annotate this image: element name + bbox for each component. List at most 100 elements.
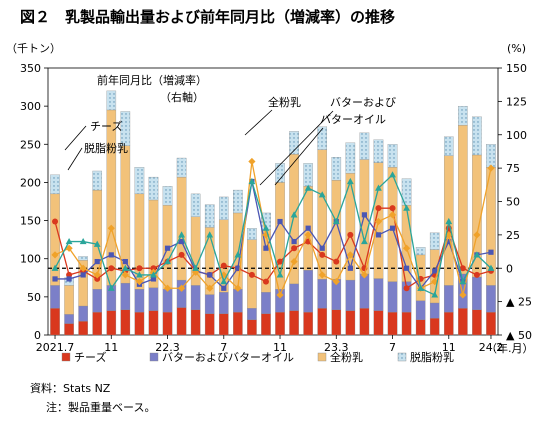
yoy-point-2-2023.3 [332,278,340,286]
whole-milk-annotation: 全粉乳 [268,95,301,109]
x-tick-label-24: 7 [389,341,396,354]
bar-series0-2022.2 [148,310,159,336]
bar-series3-2023.7 [387,144,398,168]
yoy-point-1-2022.2 [150,276,157,282]
bar-series3-2022.6 [204,204,215,228]
yoy-point-1-2023.2 [319,245,325,251]
bar-series3-2022.9 [247,228,257,240]
yoy-point-3-2022.2 [150,271,157,278]
bar-series3-2023.1 [303,163,313,187]
skim-milk-annotation: 脱脂粉乳 [84,141,128,155]
yoy-point-0-2023.7 [389,205,396,212]
bar-series0-2021.9 [78,321,88,336]
x-tick-label-16: 11 [273,341,287,354]
legend: チーズ バターおよびバターオイル 全粉乳 脱脂粉乳 [61,350,454,364]
yoy-point-0-2022.2 [150,265,157,272]
bar-series0-2023.5 [359,308,370,336]
yoy-point-3-2022.8 [234,251,242,258]
yoy-point-2-2021.12 [121,271,129,279]
x-tick-label-20: 23.3 [324,341,349,354]
x-tick-label-31: 24.2 [479,341,504,354]
yoy-point-0-2022.11 [277,258,284,265]
bar-series0-2021.12 [120,309,131,336]
yoy-point-1-2023.5 [361,212,368,218]
bar-series1-2024.1 [472,276,482,310]
yoy-point-3-2023.8 [403,204,410,211]
bar-series1-2022.10 [261,292,271,314]
yoy-point-1-2021.8 [66,276,72,282]
yoy-point-3-2023.12 [459,278,467,285]
yoy-point-2-2022.6 [206,284,214,292]
bar-series0-2021.7 [50,308,60,336]
yoy-point-2-2023.4 [346,251,354,259]
bar-series0-2023.1 [303,311,313,336]
yoy-point-2-2023.1 [304,231,312,239]
yoy-point-3-2021.12 [121,264,129,271]
bar-series1-2024.2 [486,285,496,313]
bar-series0-2022.11 [275,311,285,336]
bar-series1-2022.3 [162,289,173,313]
yoy-point-3-2022.10 [262,224,270,231]
bar-series3-2022.11 [275,163,285,183]
yoy-point-0-2022.1 [136,265,143,272]
chart-title: 図２ 乳製品輸出量および前年同月比（増減率）の推移 [20,8,395,26]
butter-annotation-line1: バターおよび [330,96,396,109]
bar-series0-2022.12 [289,310,299,336]
source-note: 資料：Stats NZ [30,381,111,395]
bar-series0-2021.10 [92,311,103,336]
bar-series1-2022.7 [218,292,229,314]
yoy-point-2-2022.8 [234,284,242,292]
bar-series1-2023.9 [415,300,426,320]
bar-series0-2023.10 [429,318,440,336]
bar-series3-2023.6 [373,139,384,163]
bar-series1-2023.4 [345,279,356,311]
yoy-point-1-2021.9 [80,272,86,278]
right-tick-label-1: 125 [506,95,527,108]
bar-series1-2023.7 [387,281,398,313]
bar-series1-2022.12 [289,283,299,311]
bar-series0-2024.2 [486,311,496,336]
yoy-point-3-2021.7 [51,264,59,271]
left-tick-label-300: 300 [20,100,41,113]
bar-series3-2022.4 [176,157,187,178]
yoy-point-1-2022.10 [263,245,269,251]
butter-pointer1 [259,110,334,186]
yoy-point-2-2022.7 [220,271,228,279]
yoy-point-3-2023.9 [417,284,425,291]
left-tick-label-250: 250 [20,138,41,151]
bar-series2-2021.8 [64,285,74,315]
x-tick-label-28: 11 [442,341,456,354]
bar-series0-2023.8 [401,311,412,336]
yoy-point-2-2021.7 [51,251,59,259]
yoy-point-3-2022.5 [192,264,200,271]
x-tick-label-12: 7 [220,341,227,354]
bar-series2-2021.11 [106,109,117,286]
right-tick-label-4: 50 [506,196,520,209]
yoy-point-3-2022.7 [220,278,228,285]
left-tick-label-0: 0 [34,329,41,342]
bar-series3-2022.2 [148,176,159,201]
bar-series0-2022.10 [261,313,271,336]
bar-series1-2023.2 [317,279,328,309]
yoy-point-1-2021.11 [108,252,114,258]
bar-series3-2023.11 [443,136,454,156]
bar-series3-2023.5 [359,132,370,160]
yoy-point-2-2022.3 [163,284,172,292]
bar-series3-2023.2 [317,126,328,150]
footnote: 注：製品重量ベース。 [46,400,155,414]
yoy-point-0-2024.1 [473,271,480,278]
yoy-point-1-2023.11 [446,238,452,245]
bar-series1-2023.5 [359,273,370,309]
bar-series0-2023.9 [415,319,426,336]
yoy-series-2 [51,157,495,299]
yoy-point-1-2022.7 [221,285,227,291]
yoy-point-0-2023.12 [459,265,466,272]
yoy-point-3-2023.2 [318,191,326,198]
yoy-point-2-2023.5 [360,271,369,279]
yoy-point-3-2021.9 [79,237,87,245]
yoy-point-3-2023.1 [304,184,312,191]
bar-series0-2023.3 [331,309,342,336]
bar-series3-2022.1 [134,167,145,195]
bar-series1-2022.2 [148,287,159,311]
